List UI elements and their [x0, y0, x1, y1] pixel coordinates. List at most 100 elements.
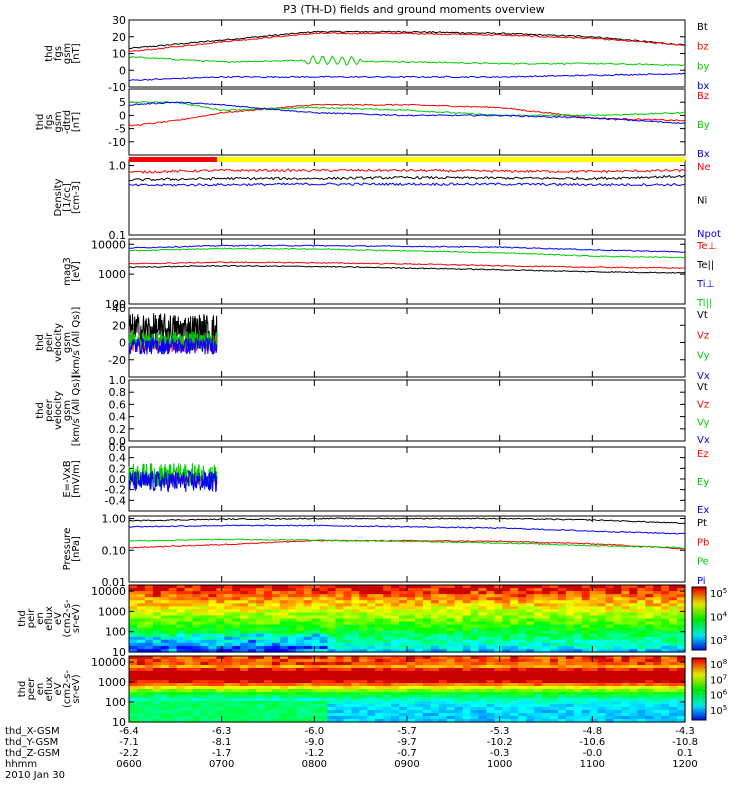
- y-axis-label-line: fgs: [53, 46, 64, 61]
- colorbar-tick-label: 105: [710, 587, 727, 600]
- y-axis-label-line: en: [35, 612, 46, 625]
- legend-Ex: Ex: [697, 505, 709, 516]
- ephemeris-value: -6.4: [119, 726, 139, 737]
- y-tick-label: 100: [105, 626, 126, 639]
- y-tick-label: 100: [105, 298, 126, 311]
- y-tick-label: 10: [112, 48, 126, 61]
- colorbar: 108 107 106 105: [691, 657, 728, 721]
- y-tick-label: 0.10: [102, 544, 127, 557]
- panel-peir_spectrogram: 105 104 103 10000 1000 100 10 thdpeirenefluxeV(…: [17, 584, 728, 659]
- y-axis-label-line: thd: [35, 402, 46, 419]
- legend-By: By: [697, 120, 710, 131]
- y-axis-label: Density[1/cc][cm-3]: [53, 178, 82, 216]
- spectrogram-cells: [129, 585, 686, 653]
- panel-pressure: 1.00 0.10 0.01 Pressure[nPa] Pt Pb Pe Pi: [62, 513, 709, 589]
- y-tick-label: 0.2: [109, 462, 127, 475]
- y-tick-label: 1.0: [109, 374, 127, 387]
- y-axis-label-line: eV: [53, 612, 64, 625]
- y-tick-label: 5: [119, 96, 126, 109]
- colorbar-tick-label: 104: [710, 611, 728, 624]
- y-tick-label: 0.4: [109, 411, 127, 424]
- panel-frame: [128, 379, 686, 442]
- y-tick-label: -10: [108, 81, 126, 94]
- legend-Ni: Ni: [697, 196, 707, 207]
- colorbar-tick-label: 108: [710, 658, 727, 671]
- y-axis-label: E=-VxB[mV/m]: [62, 460, 82, 498]
- y-tick-label: 10000: [91, 656, 126, 669]
- y-axis-label-line: thd: [17, 681, 28, 698]
- ephemeris-value: -10.6: [579, 737, 605, 748]
- y-axis-label-line: Density: [53, 178, 64, 216]
- series-line-Bt: [128, 30, 686, 50]
- y-axis-label-line: en: [35, 683, 46, 696]
- colorbar-frame: [691, 657, 707, 721]
- ephemeris-value: -5.3: [490, 726, 510, 737]
- legend-Vt: Vt: [697, 310, 708, 321]
- colorbar-tick-label: 105: [710, 704, 727, 717]
- series-line-Bx: [128, 101, 686, 125]
- y-axis-label-line: peer: [44, 398, 55, 422]
- series-line-Te||: [128, 264, 686, 274]
- ephemeris-value: -6.3: [212, 726, 232, 737]
- ephemeris-row-label: thd_Y-GSM: [5, 737, 58, 748]
- legend-Vx: Vx: [697, 435, 710, 446]
- ephemeris-value: -6.0: [305, 726, 325, 737]
- y-axis-label-line: peir: [44, 332, 55, 352]
- legend-Te||: Te||: [696, 260, 714, 271]
- y-axis-label-line: (cm2-s-: [62, 670, 73, 708]
- y-axis-label-line: gsm: [62, 332, 73, 353]
- y-tick-label: 10: [112, 716, 126, 729]
- y-tick-label: 10: [112, 646, 126, 659]
- y-axis-label-line: [1/cc]: [62, 183, 73, 212]
- y-axis-label-line: [nT]: [71, 43, 82, 63]
- ephemeris-value: 1200: [672, 759, 697, 770]
- y-tick-label: 1000: [98, 676, 126, 689]
- legend-Npot: Npot: [697, 229, 721, 240]
- y-axis-label-line: gsm: [53, 111, 64, 132]
- y-axis-label-line: eV: [53, 682, 64, 695]
- series-line-bx: [129, 72, 686, 82]
- panel-peer_velocity: 1.00.80.60.40.20.0 thdpeervelocitygsm[km/…: [35, 374, 710, 448]
- y-axis-label-line: velocity: [53, 323, 64, 362]
- y-tick-label: 10000: [91, 238, 126, 251]
- ephemeris-value: 0600: [116, 759, 141, 770]
- y-axis-label-line: [eV]: [71, 261, 82, 282]
- y-axis-label: Pressure[nPa]: [62, 528, 82, 571]
- series-line-bz: [128, 32, 686, 52]
- y-axis-label-line: eflux: [44, 677, 55, 702]
- mode-bar-yellow: [217, 157, 686, 162]
- plot-title: P3 (TH-D) fields and ground moments over…: [283, 3, 545, 16]
- ephemeris-value: -8.1: [212, 737, 232, 748]
- y-tick-label: -5: [115, 123, 126, 136]
- y-axis-label-line: Pressure: [62, 528, 73, 571]
- series-line-Ex: [128, 470, 218, 493]
- legend-Vt: Vt: [697, 382, 708, 393]
- series-line-Vt: [128, 313, 218, 350]
- y-tick-label: 0.0: [109, 435, 127, 448]
- ephemeris-row-label: thd_Z-GSM: [5, 748, 60, 759]
- y-tick-label: 0: [119, 64, 126, 77]
- ephemeris-value: -4.3: [675, 726, 695, 737]
- y-tick-label: -10: [108, 136, 126, 149]
- y-axis-label-line: thd: [35, 334, 46, 351]
- y-tick-label: 1.00: [102, 513, 127, 526]
- ephemeris-value: -0.3: [490, 748, 510, 759]
- y-tick-label: -0.2: [105, 484, 126, 497]
- legend-Te⊥: Te⊥: [696, 241, 716, 252]
- y-tick-label: 10000: [91, 585, 126, 598]
- legend-Pe: Pe: [697, 557, 709, 568]
- ephemeris-row-label: thd_X-GSM: [5, 726, 60, 737]
- y-tick-label: 0: [119, 337, 126, 350]
- panel-peer_spectrogram: 108 107 106 105 10000 1000 100 10 thdpeereneflux…: [17, 655, 728, 729]
- y-tick-label: 1000: [98, 268, 126, 281]
- y-axis-label-line: gsm: [62, 43, 73, 64]
- legend-Ey: Ey: [697, 477, 709, 488]
- legend-Ez: Ez: [697, 449, 709, 460]
- ephemeris-value: 0800: [302, 759, 327, 770]
